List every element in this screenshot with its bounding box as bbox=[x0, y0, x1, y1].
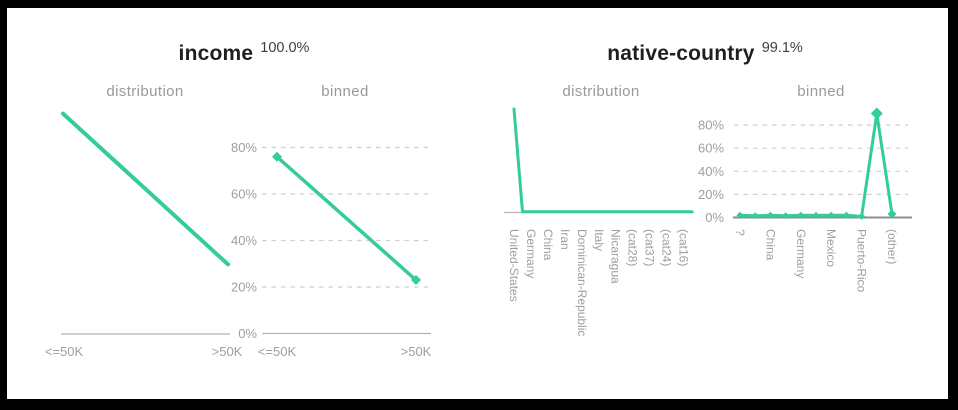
y-tick-label: 0% bbox=[705, 210, 724, 225]
x-tick-label: <=50K bbox=[258, 344, 297, 359]
point-marker bbox=[797, 211, 805, 219]
x-tick-label-rotated: Germany bbox=[524, 229, 538, 278]
y-tick-label: 40% bbox=[231, 233, 257, 248]
series-line bbox=[512, 107, 694, 214]
subchart-title-binned: binned bbox=[797, 83, 845, 100]
point-marker bbox=[272, 151, 282, 162]
x-tick-label-rotated: United-States bbox=[507, 229, 521, 302]
feature-title: income bbox=[178, 42, 254, 65]
x-tick-label-rotated: China bbox=[541, 229, 555, 261]
x-tick-label-rotated: China bbox=[763, 229, 777, 261]
x-tick-label-rotated: (cat24) bbox=[660, 229, 674, 266]
x-tick-label-rotated: Nicaragua bbox=[609, 229, 623, 284]
y-tick-label: 80% bbox=[231, 140, 257, 155]
point-marker bbox=[411, 275, 421, 286]
subchart-title-binned: binned bbox=[321, 83, 369, 100]
y-tick-label: 60% bbox=[698, 141, 724, 156]
x-tick-label-rotated: Italy bbox=[592, 229, 606, 251]
point-marker bbox=[766, 211, 774, 219]
y-tick-label: 0% bbox=[238, 326, 257, 341]
x-tick-label: >50K bbox=[401, 344, 432, 359]
point-marker bbox=[887, 209, 897, 219]
x-tick-label-rotated: (cat28) bbox=[626, 229, 640, 266]
feature-completeness-badge: 99.1% bbox=[761, 40, 803, 56]
x-tick-label-rotated: (other) bbox=[885, 229, 899, 264]
y-tick-label: 80% bbox=[698, 118, 724, 133]
point-marker bbox=[827, 211, 835, 219]
feature-panel-income-header: income 100.0% bbox=[30, 40, 458, 66]
x-tick-label-rotated: (cat37) bbox=[643, 229, 657, 266]
y-tick-label: 20% bbox=[231, 280, 257, 295]
point-marker bbox=[736, 211, 744, 219]
x-tick-label: <=50K bbox=[45, 344, 84, 359]
series-line bbox=[61, 111, 230, 267]
x-tick-label-rotated: Dominican-Republic bbox=[575, 229, 589, 336]
x-tick-label-rotated: Mexico bbox=[824, 229, 838, 267]
series-line bbox=[275, 155, 418, 282]
point-marker bbox=[812, 211, 820, 219]
point-marker bbox=[751, 212, 759, 220]
x-tick-label: >50K bbox=[212, 344, 243, 359]
x-tick-label-rotated: (cat16) bbox=[677, 229, 691, 266]
point-marker bbox=[782, 212, 790, 220]
point-marker bbox=[858, 212, 866, 220]
y-tick-label: 20% bbox=[698, 187, 724, 202]
feature-panel-native-country-header: native-country 99.1% bbox=[480, 40, 930, 66]
subchart-title-distribution: distribution bbox=[562, 83, 640, 100]
point-marker bbox=[842, 211, 850, 219]
x-tick-label-rotated: Germany bbox=[794, 229, 808, 278]
y-tick-label: 60% bbox=[231, 187, 257, 202]
subchart-title-distribution: distribution bbox=[106, 83, 184, 100]
point-marker bbox=[870, 107, 883, 120]
feature-completeness-badge: 100.0% bbox=[260, 40, 310, 56]
series-line bbox=[738, 112, 894, 218]
y-tick-label: 40% bbox=[698, 164, 724, 179]
x-tick-label-rotated: Puerto-Rico bbox=[855, 229, 869, 293]
x-tick-label-rotated: Iran bbox=[558, 229, 572, 250]
feature-title: native-country bbox=[607, 42, 755, 65]
x-tick-label-rotated: ? bbox=[733, 229, 747, 236]
